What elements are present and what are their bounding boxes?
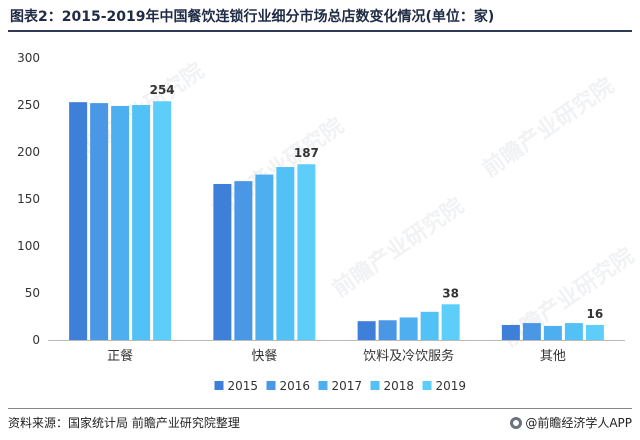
legend-label: 2019	[436, 379, 467, 393]
data-label: 187	[294, 146, 319, 160]
y-tick-label: 50	[25, 286, 40, 300]
y-tick-label: 250	[17, 98, 40, 112]
legend-label: 2016	[280, 379, 311, 393]
title-divider	[8, 30, 632, 32]
x-tick-label: 饮料及冷饮服务	[363, 348, 454, 364]
bar	[213, 183, 232, 340]
bar	[69, 102, 88, 341]
y-tick-label: 300	[17, 51, 40, 65]
bar	[132, 105, 151, 340]
data-label: 16	[587, 307, 604, 321]
source-note: 资料来源：国家统计局 前瞻产业研究院整理	[8, 416, 240, 430]
bar	[357, 321, 376, 340]
x-tick-label: 快餐	[251, 348, 277, 364]
bar	[399, 317, 418, 340]
bar	[441, 304, 460, 340]
bar	[420, 311, 439, 340]
legend-label: 2017	[332, 379, 363, 393]
brand-logo-icon	[510, 417, 523, 429]
bar	[111, 105, 130, 340]
chart-title: 图表2：2015-2019年中国餐饮连锁行业细分市场总店数变化情况(单位：家)	[10, 9, 495, 25]
bar	[543, 325, 562, 340]
x-tick-label: 正餐	[107, 348, 133, 364]
bar	[585, 324, 604, 340]
legend-swatch	[266, 381, 276, 390]
bar	[234, 181, 253, 340]
y-tick-label: 200	[17, 145, 40, 159]
bar	[564, 323, 583, 340]
bar	[276, 167, 295, 340]
legend-swatch	[214, 381, 224, 390]
bar	[90, 103, 109, 341]
brand-text: @前瞻经济学人APP	[525, 416, 632, 430]
brand-label: @前瞻经济学人APP	[510, 414, 632, 431]
bar	[501, 324, 520, 340]
bar	[297, 164, 316, 340]
x-tick-label: 其他	[540, 349, 566, 364]
y-tick-label: 0	[32, 333, 40, 347]
bar	[255, 174, 274, 340]
data-label: 254	[150, 83, 175, 97]
legend-label: 2018	[384, 379, 415, 393]
footer-divider	[8, 408, 632, 409]
legend-swatch	[370, 381, 380, 390]
bar	[522, 323, 541, 340]
legend-swatch	[422, 381, 432, 390]
y-tick-label: 100	[17, 239, 40, 253]
bar	[153, 101, 172, 341]
data-label: 38	[442, 286, 459, 300]
legend-swatch	[318, 381, 328, 390]
bar	[378, 320, 397, 340]
y-tick-label: 150	[17, 192, 40, 206]
legend-label: 2015	[228, 379, 259, 393]
